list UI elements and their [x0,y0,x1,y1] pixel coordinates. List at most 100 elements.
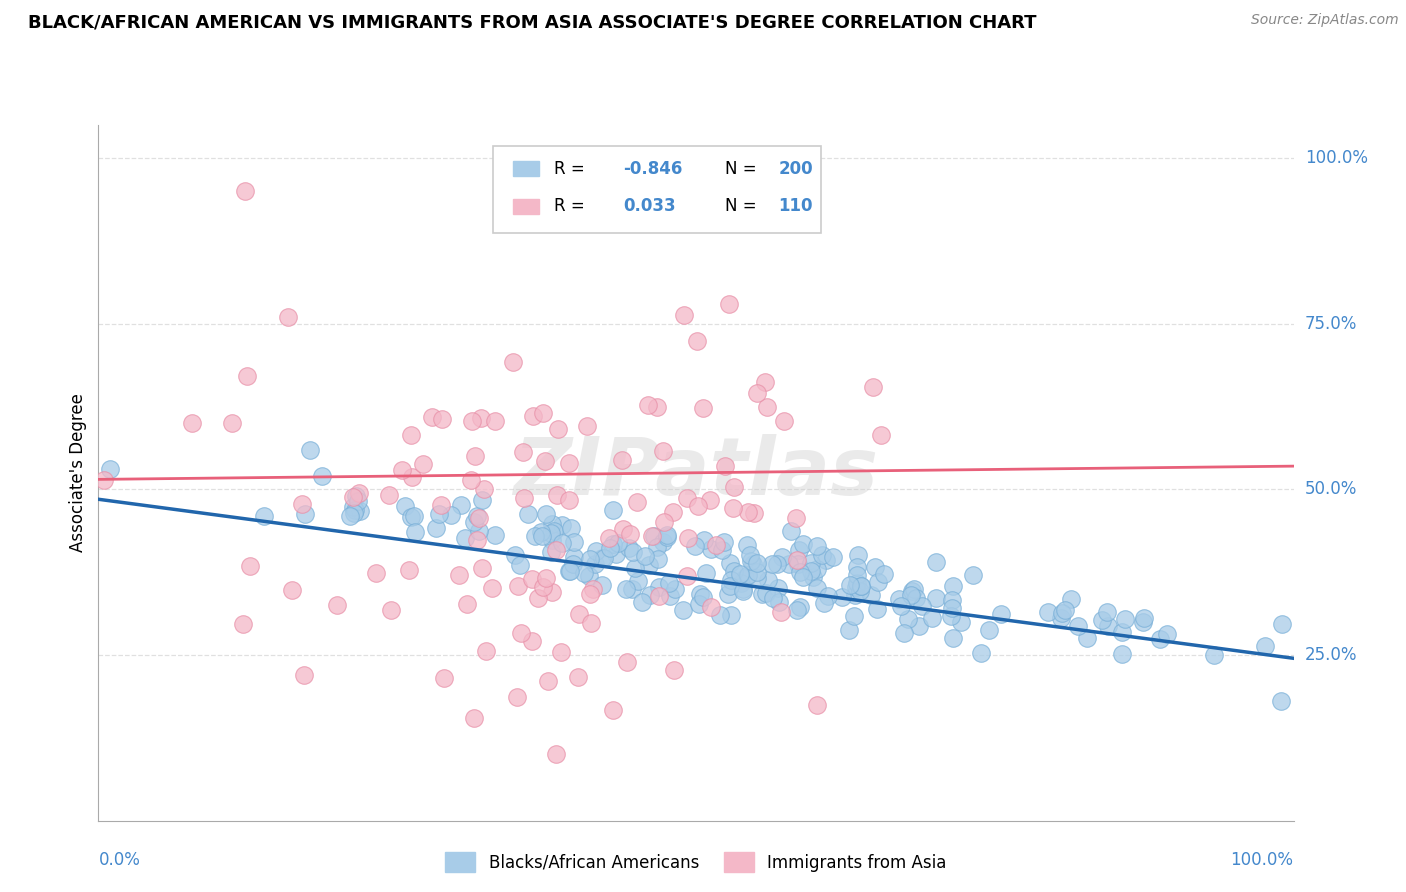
Point [699,492,721,507]
Point [602,503,624,517]
Point [560,521,582,535]
Text: R =: R = [554,160,585,178]
Text: N =: N = [724,160,756,178]
Point [1076,632,1098,646]
Point [470,411,492,425]
Point [863,560,886,574]
Point [737,567,759,582]
Point [391,463,413,477]
Point [941,593,963,607]
Point [823,550,845,565]
Point [576,419,599,434]
Point [522,409,544,423]
Point [1271,617,1294,632]
Point [465,508,488,523]
Point [800,556,823,570]
Point [544,747,567,762]
Text: BLACK/AFRICAN AMERICAN VS IMMIGRANTS FROM ASIA ASSOCIATE'S DEGREE CORRELATION CH: BLACK/AFRICAN AMERICAN VS IMMIGRANTS FRO… [28,13,1036,31]
Point [733,584,755,599]
Point [658,589,681,603]
Point [599,541,621,555]
Point [347,493,370,508]
Point [846,576,869,591]
Point [756,574,779,588]
Point [662,663,685,677]
Point [540,525,562,540]
Point [728,567,751,582]
Point [1114,612,1136,626]
Point [737,505,759,519]
Point [398,563,420,577]
Point [517,508,540,522]
Point [887,592,910,607]
Point [925,555,948,569]
Point [1132,615,1154,629]
Point [672,602,695,616]
Point [364,566,387,581]
Point [704,538,727,552]
Point [1053,603,1076,617]
Point [860,589,883,603]
Point [540,545,562,559]
Point [1270,694,1292,708]
Point [471,561,494,575]
Point [969,646,991,660]
Point [585,543,607,558]
Point [551,536,574,550]
Point [849,579,872,593]
Point [463,515,485,529]
Point [754,376,776,390]
Point [721,500,744,515]
Point [652,534,675,549]
Point [720,573,742,587]
Point [730,576,752,591]
Point [747,556,769,570]
Text: 200: 200 [779,160,813,178]
Point [290,497,312,511]
Point [817,589,839,603]
Point [641,529,664,543]
Point [292,668,315,682]
Point [689,587,711,601]
Point [624,560,647,574]
Point [1132,611,1154,625]
Point [904,591,927,606]
Point [723,564,745,578]
Point [844,588,866,602]
Point [232,616,254,631]
Point [468,510,491,524]
Point [610,453,633,467]
Point [506,690,529,705]
Point [643,528,665,542]
Point [872,567,894,582]
Point [845,560,868,574]
Point [900,588,922,602]
Point [456,597,478,611]
Point [676,532,699,546]
Point [605,547,627,561]
Point [447,568,470,582]
Point [562,549,585,564]
Point [509,558,531,572]
Point [620,582,643,596]
Point [675,568,697,582]
Point [990,607,1012,621]
Point [425,521,447,535]
Point [520,572,543,586]
Text: 0.0%: 0.0% [98,851,141,869]
Point [394,500,416,514]
Point [461,414,484,428]
Point [846,548,869,562]
Point [941,608,963,623]
Point [792,537,814,551]
Point [1202,648,1225,662]
Point [713,458,735,473]
Point [522,634,544,648]
Point [838,623,860,637]
Point [344,489,367,503]
Point [98,462,122,476]
Point [468,524,491,538]
Point [755,586,778,600]
Legend: Blacks/African Americans, Immigrants from Asia: Blacks/African Americans, Immigrants fro… [439,846,953,879]
Point [977,623,1000,637]
